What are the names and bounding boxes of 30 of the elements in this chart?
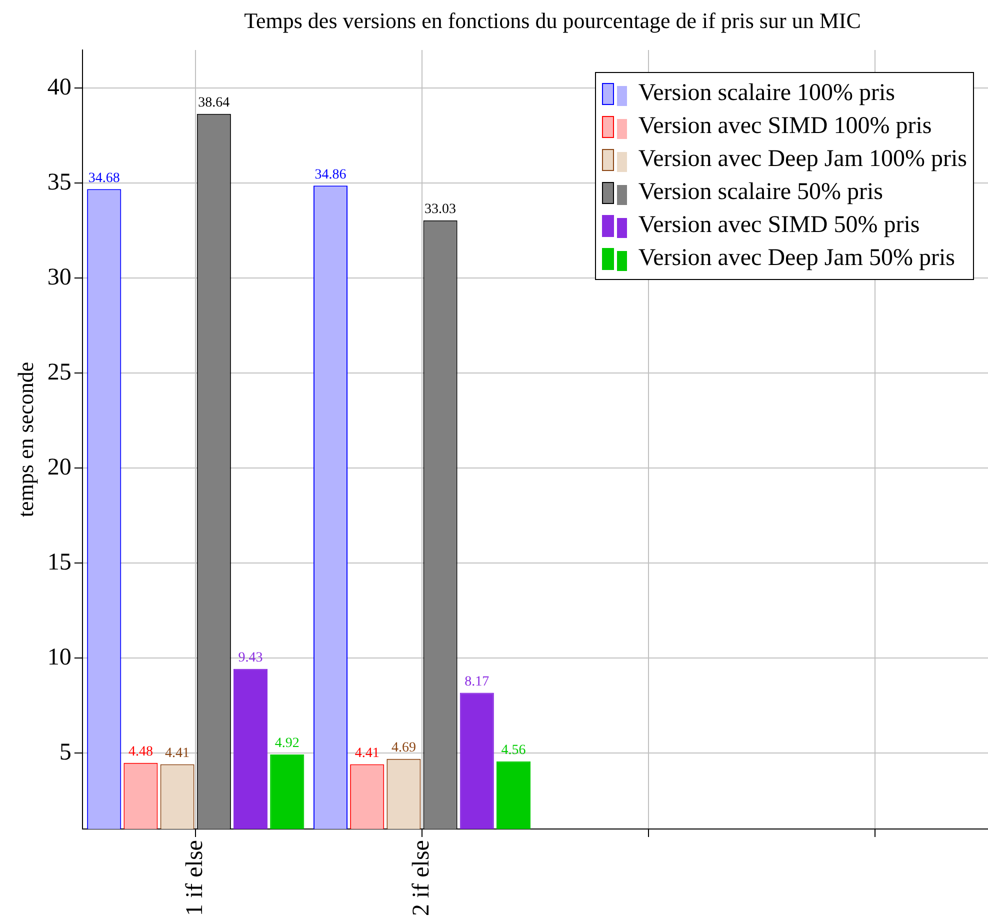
data-label: 38.64 [198,96,230,111]
legend-label: Version avec SIMD 100% pris [637,113,933,140]
data-label: 34.68 [88,170,120,186]
data-label: 4.41 [354,746,380,761]
data-label: 4.92 [274,736,300,752]
legend-label: Version avec Deep Jam 100% pris [637,146,967,173]
data-label: 4.48 [128,744,153,760]
y-tick-label: 15 [47,549,72,576]
y-tick-label: 5 [59,739,72,766]
x-tick-label: 1 if else [182,840,208,916]
data-label: 9.43 [238,650,263,666]
data-label: 8.17 [464,674,490,690]
y-tick-label: 40 [47,74,72,100]
legend-label: Version avec Deep Jam 50% pris [637,245,956,272]
y-tick-label: 20 [47,454,72,480]
data-label: 4.69 [391,740,416,756]
legend-label: Version avec SIMD 50% pris [637,212,921,239]
legend-label: Version scalaire 50% pris [637,179,884,206]
data-label: 4.41 [165,746,190,761]
y-axis-title: temps en seconde [12,362,38,518]
data-label: 33.03 [424,202,456,218]
legend-label: Version scalaire 100% pris [637,80,896,107]
chart-title: Temps des versions en fonctions du pourcentage de if pris sur un MIC [243,8,862,34]
data-label: 4.56 [501,743,526,758]
y-tick-label: 35 [47,169,72,196]
x-tick-label: 2 if else [408,840,434,916]
y-tick-label: 30 [47,264,72,290]
y-tick-label: 10 [47,644,72,670]
y-tick-label: 25 [47,359,72,386]
data-label: 34.86 [314,167,346,182]
